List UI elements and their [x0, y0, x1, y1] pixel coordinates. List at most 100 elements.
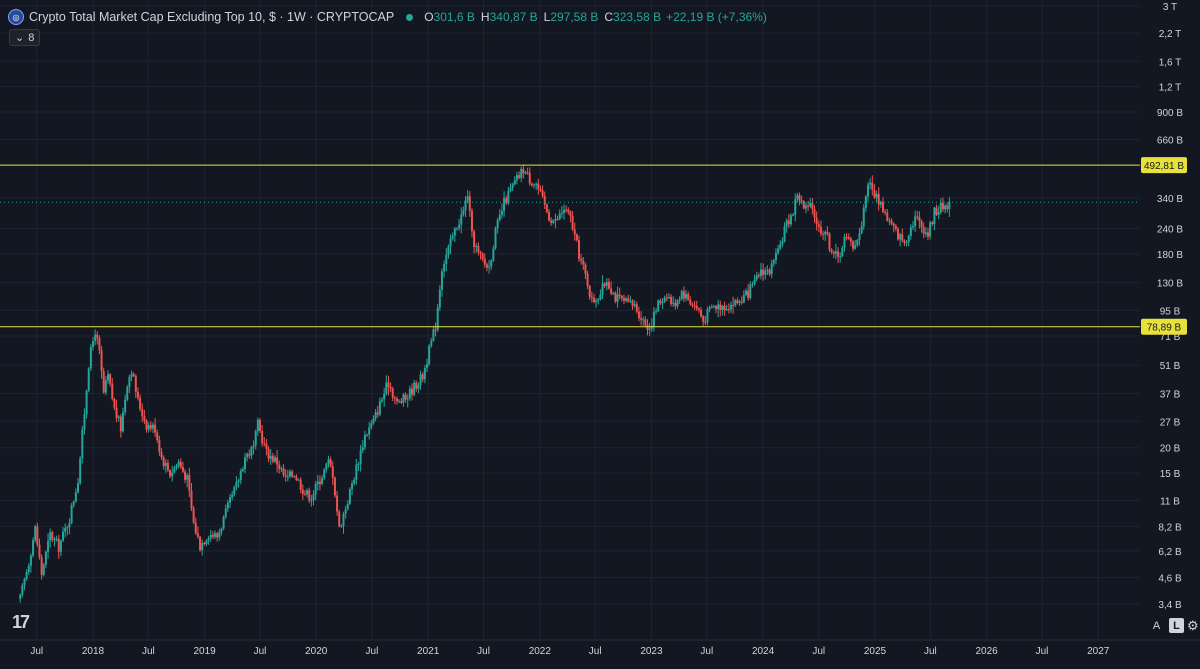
candle-body — [747, 290, 750, 298]
y-tick-label: 15 B — [1160, 469, 1181, 480]
candle-body — [261, 430, 264, 444]
candle-body — [181, 466, 184, 472]
candle-body — [723, 305, 726, 310]
candle-body — [203, 542, 206, 545]
candle-body — [839, 256, 842, 258]
candle-body — [939, 202, 942, 213]
candle-body — [376, 412, 379, 415]
candle-body — [421, 374, 424, 380]
level-price-tag — [1141, 157, 1187, 174]
change-value: +22,19 B (+7,36%) — [666, 10, 767, 24]
candle-body — [38, 544, 41, 558]
candle-body — [933, 207, 936, 224]
candle-body — [449, 238, 452, 247]
x-tick-label: Jul — [1036, 646, 1049, 657]
indicators-toggle-button[interactable]: ⌄ 8 — [9, 29, 41, 46]
candle-body — [79, 458, 82, 484]
x-tick-label: 2023 — [640, 646, 663, 657]
candle-body — [725, 309, 728, 311]
candle-body — [29, 555, 32, 566]
candle-body — [359, 450, 362, 465]
candle-body — [554, 218, 557, 221]
candle-body — [288, 471, 291, 477]
candle-body — [588, 285, 591, 297]
candle-body — [792, 214, 795, 216]
candle-body — [244, 457, 247, 469]
candle-body — [340, 526, 343, 528]
candle-body — [239, 471, 242, 481]
candle-body — [121, 412, 124, 432]
candle-body — [526, 172, 529, 174]
candle-body — [434, 329, 437, 331]
candle-body — [505, 198, 508, 204]
candle-body — [295, 476, 298, 480]
candle-body — [498, 214, 501, 221]
candle-body — [256, 419, 259, 432]
candle-body — [218, 532, 221, 538]
candle-body — [70, 505, 73, 524]
candle-body — [411, 388, 414, 395]
y-tick-label: 11 B — [1160, 496, 1180, 507]
candle-body — [64, 527, 67, 532]
candle-body — [199, 536, 202, 551]
candle-body — [490, 260, 493, 267]
candle-body — [841, 247, 844, 257]
tradingview-logo-icon[interactable]: 17 — [12, 612, 30, 632]
candle-body — [909, 227, 912, 237]
candle-body — [832, 251, 835, 254]
candle-body — [524, 172, 527, 174]
candle-body — [419, 374, 422, 386]
candle-body — [363, 435, 366, 448]
candle-body — [736, 300, 739, 303]
candle-body — [149, 425, 152, 429]
candle-body — [445, 254, 448, 265]
x-tick-label: 2021 — [417, 646, 440, 657]
candle-body — [100, 350, 103, 372]
candle-body — [884, 211, 887, 213]
candle-body — [911, 226, 914, 228]
candle-body — [393, 397, 396, 399]
candle-body — [702, 316, 705, 322]
y-tick-label: 180 B — [1157, 250, 1183, 261]
candle-body — [72, 501, 75, 506]
auto-scale-button[interactable]: A — [1152, 619, 1161, 632]
candle-body — [565, 209, 568, 211]
open-label: O — [424, 10, 434, 24]
candle-body — [278, 464, 281, 469]
candle-body — [592, 298, 595, 302]
candle-body — [896, 229, 899, 240]
candle-body — [303, 493, 306, 495]
candle-body — [66, 527, 69, 529]
candle-body — [378, 401, 381, 415]
candle-body — [556, 218, 559, 220]
candle-body — [481, 253, 484, 259]
candle-body — [830, 249, 833, 252]
candle-body — [96, 334, 99, 339]
candle-body — [126, 387, 129, 400]
candle-body — [528, 172, 531, 184]
candle-body — [231, 494, 234, 498]
gear-icon[interactable]: ⚙ — [1187, 618, 1199, 633]
chevron-down-icon: ⌄ — [15, 32, 25, 44]
x-tick-label: Jul — [30, 646, 43, 657]
candle-body — [856, 239, 859, 246]
candle-body — [425, 364, 428, 368]
log-scale-button[interactable]: L — [1169, 618, 1184, 633]
candle-body — [222, 516, 225, 529]
chart-legend: ◎ Crypto Total Market Cap Excluding Top … — [8, 8, 772, 26]
candle-body — [117, 416, 120, 418]
candle-body — [511, 184, 514, 188]
candle-body — [391, 388, 394, 398]
chart-title[interactable]: Crypto Total Market Cap Excluding Top 10… — [29, 10, 395, 24]
candle-body — [23, 578, 26, 586]
y-tick-label: 95 B — [1160, 306, 1181, 317]
candle-body — [492, 248, 495, 261]
candle-body — [753, 279, 756, 285]
candle-body — [293, 476, 296, 478]
candle-body — [732, 304, 735, 306]
candle-body — [438, 289, 441, 308]
candle-body — [530, 183, 533, 186]
candle-body — [535, 183, 538, 185]
candle-body — [552, 220, 555, 223]
